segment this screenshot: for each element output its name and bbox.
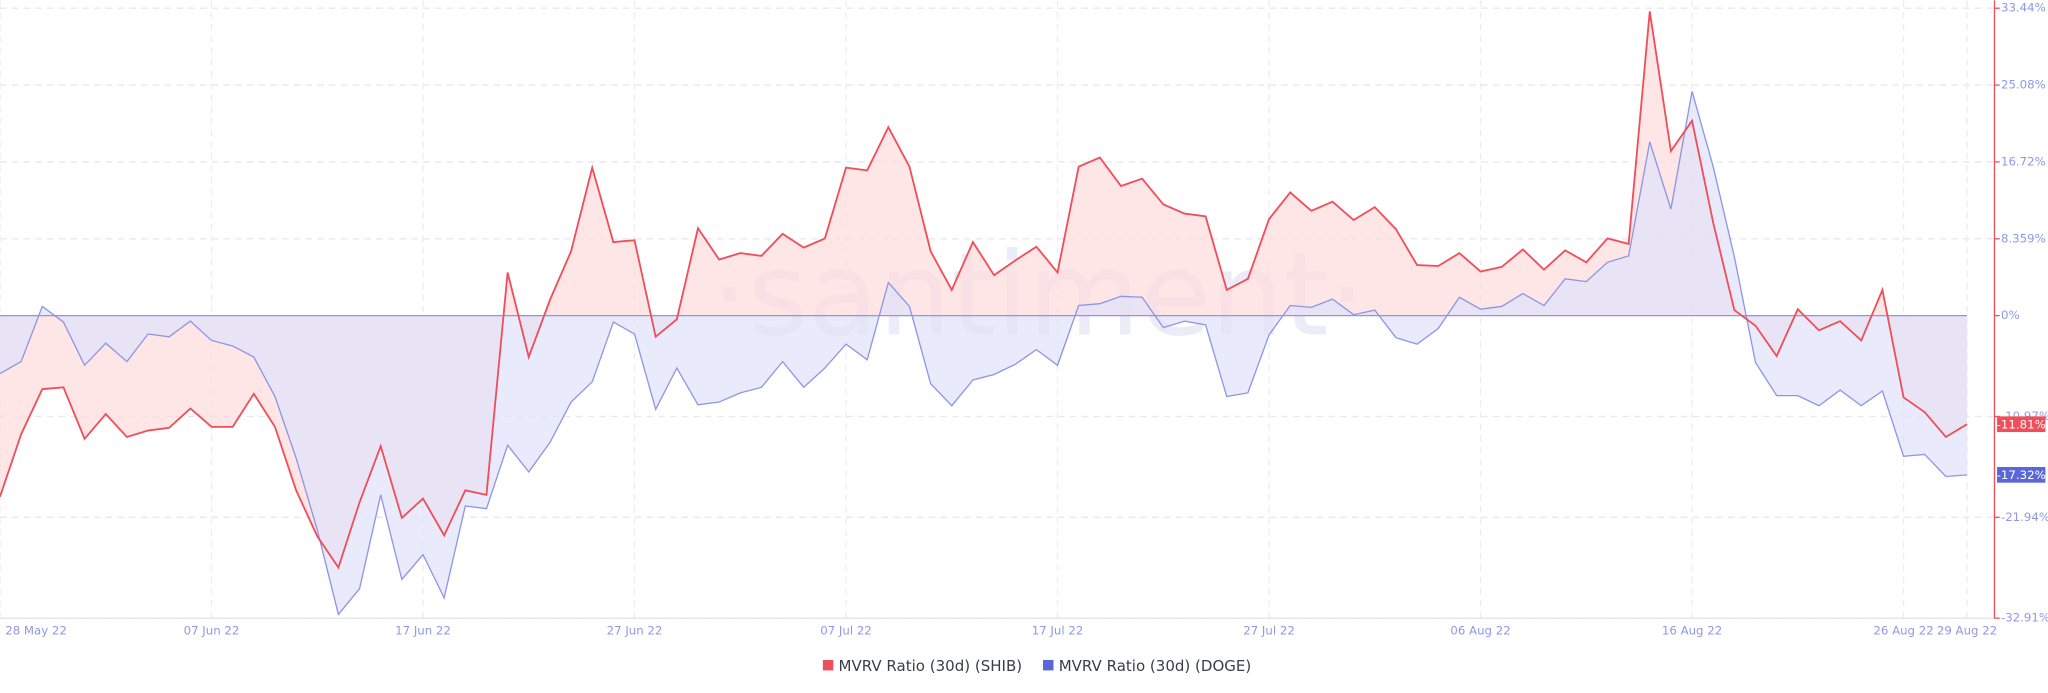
x-tick-label: 27 Jun 22 [607,624,663,638]
legend-label: MVRV Ratio (30d) (SHIB) [839,657,1023,675]
y-tick-label: 16.72% [2001,154,2046,168]
y-tick-label: 0% [2001,308,2020,322]
x-tick-label: 26 Aug 22 [1873,624,1933,638]
series-line [0,91,1968,616]
value-badge [1997,416,2046,433]
y-tick-label: 25.08% [2001,78,2046,92]
x-tick-label: 27 Jul 22 [1243,624,1295,638]
x-tick-label: 07 Jul 22 [820,624,872,638]
x-tick-label: 17 Jul 22 [1032,624,1084,638]
x-tick-label: 16 Aug 22 [1662,624,1722,638]
legend-swatch [1043,659,1054,671]
y-tick-label: 8.359% [2001,231,2046,245]
value-label: -17.32% [1997,468,2046,482]
x-tick-label: 29 Aug 22 [1937,624,1997,638]
plot [0,11,1968,616]
y-tick-label: -21.94% [2001,510,2048,524]
value-badge [1997,467,2046,483]
value-label: -11.81% [1997,417,2046,431]
series-line [0,11,1968,570]
legend-swatch [822,659,834,671]
x-tick-label: 06 Aug 22 [1450,624,1510,638]
legend-label: MVRV Ratio (30d) (DOGE) [1059,657,1252,675]
x-tick-label: 07 Jun 22 [184,624,240,638]
y-tick-label: 33.44% [2001,1,2046,15]
x-tick-label: 28 May 22 [5,624,67,638]
x-tick-label: 17 Jun 22 [395,624,451,638]
area-fill [0,91,1968,615]
legend: MVRV Ratio (30d) (SHIB) MVRV Ratio (30d) … [822,657,1252,675]
y-tick-label: -32.91% [2001,611,2048,625]
